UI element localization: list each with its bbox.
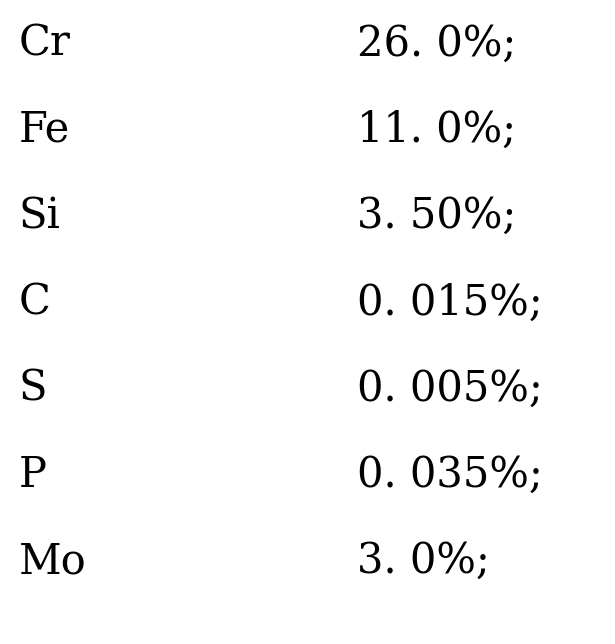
Text: 3. 50%;: 3. 50%; xyxy=(357,195,516,237)
Text: C: C xyxy=(18,281,50,323)
Text: Mo: Mo xyxy=(18,540,86,582)
Text: Si: Si xyxy=(18,195,60,237)
Text: 11. 0%;: 11. 0%; xyxy=(357,109,516,151)
Text: P: P xyxy=(18,454,47,496)
Text: Fe: Fe xyxy=(18,109,69,151)
Text: S: S xyxy=(18,368,47,410)
Text: 0. 005%;: 0. 005%; xyxy=(357,368,542,410)
Text: Cr: Cr xyxy=(18,23,70,64)
Text: 0. 015%;: 0. 015%; xyxy=(357,281,542,323)
Text: 3. 0%;: 3. 0%; xyxy=(357,540,490,582)
Text: 26. 0%;: 26. 0%; xyxy=(357,23,516,64)
Text: 0. 035%;: 0. 035%; xyxy=(357,454,542,496)
